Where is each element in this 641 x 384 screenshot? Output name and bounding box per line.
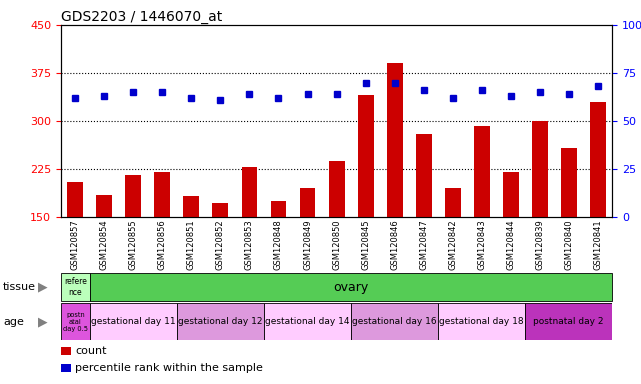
Bar bbox=[154, 172, 171, 217]
Text: ovary: ovary bbox=[333, 281, 369, 293]
Bar bbox=[213, 203, 228, 217]
Text: gestational day 11: gestational day 11 bbox=[91, 317, 176, 326]
Text: gestational day 12: gestational day 12 bbox=[178, 317, 263, 326]
Bar bbox=[358, 95, 374, 217]
Bar bbox=[351, 303, 438, 340]
Text: tissue: tissue bbox=[3, 282, 36, 292]
Bar bbox=[445, 188, 461, 217]
Bar bbox=[299, 188, 315, 217]
Bar bbox=[61, 303, 90, 340]
Text: age: age bbox=[3, 316, 24, 327]
Bar bbox=[438, 303, 525, 340]
Text: count: count bbox=[75, 346, 106, 356]
Text: gestational day 16: gestational day 16 bbox=[353, 317, 437, 326]
Text: ▶: ▶ bbox=[38, 315, 48, 328]
Bar bbox=[90, 303, 177, 340]
Bar bbox=[126, 175, 142, 217]
Bar bbox=[183, 197, 199, 217]
Bar bbox=[561, 148, 577, 217]
Text: ▶: ▶ bbox=[38, 281, 48, 293]
Bar bbox=[415, 134, 431, 217]
Text: refere
nce: refere nce bbox=[64, 277, 87, 297]
Text: gestational day 14: gestational day 14 bbox=[265, 317, 350, 326]
Bar bbox=[590, 102, 606, 217]
Bar bbox=[96, 195, 112, 217]
Bar bbox=[503, 172, 519, 217]
Text: gestational day 18: gestational day 18 bbox=[439, 317, 524, 326]
Text: percentile rank within the sample: percentile rank within the sample bbox=[75, 363, 263, 373]
Text: postnatal day 2: postnatal day 2 bbox=[533, 317, 604, 326]
Bar bbox=[329, 161, 344, 217]
Bar bbox=[264, 303, 351, 340]
Bar bbox=[67, 182, 83, 217]
Bar bbox=[271, 201, 287, 217]
Bar bbox=[61, 273, 90, 301]
Bar bbox=[531, 121, 547, 217]
Bar bbox=[242, 167, 258, 217]
Text: postn
atal
day 0.5: postn atal day 0.5 bbox=[63, 311, 88, 332]
Bar bbox=[177, 303, 264, 340]
Bar bbox=[387, 63, 403, 217]
Text: GDS2203 / 1446070_at: GDS2203 / 1446070_at bbox=[61, 10, 222, 23]
Bar bbox=[474, 126, 490, 217]
Bar bbox=[525, 303, 612, 340]
